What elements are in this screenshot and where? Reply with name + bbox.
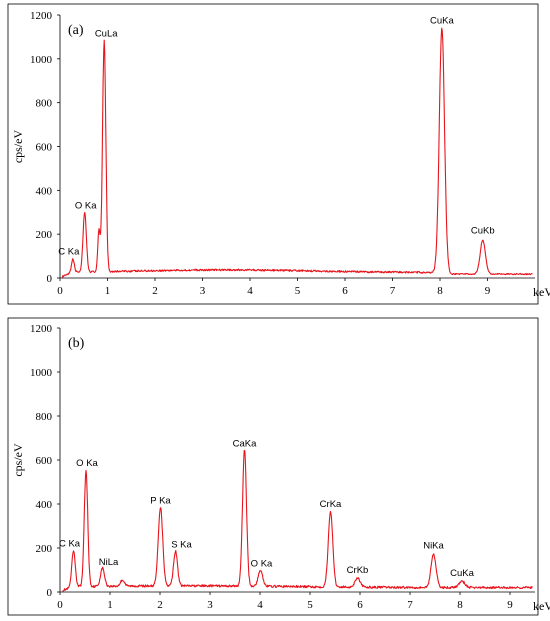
- peak-label: O Ka: [75, 201, 97, 212]
- x-tick-label: 4: [247, 285, 253, 297]
- y-tick-label: 600: [36, 455, 53, 467]
- x-tick-label: 5: [307, 599, 313, 611]
- x-tick-label: 3: [207, 599, 213, 611]
- spectrum-line: [61, 27, 533, 278]
- peak-label: CuKa: [430, 15, 454, 26]
- peak-label: CuKa: [450, 568, 474, 579]
- y-tick-label: 800: [36, 411, 53, 423]
- panel-frame: [7, 3, 539, 305]
- peak-label: NiKa: [423, 541, 444, 552]
- peak-label: C Ka: [59, 539, 81, 550]
- peak-label: NiLa: [99, 557, 119, 568]
- peak-label: CrKa: [320, 499, 342, 510]
- spectrum-line: [62, 450, 533, 592]
- panel-label: (b): [68, 336, 85, 351]
- y-tick-label: 200: [36, 229, 53, 241]
- peak-label: CaKa: [233, 438, 257, 449]
- peak-label: O Ka: [251, 558, 273, 569]
- y-tick-label: 0: [47, 587, 53, 599]
- peak-label: CrKb: [347, 565, 369, 576]
- y-tick-label: 200: [36, 543, 53, 555]
- x-tick-label: 6: [357, 599, 363, 611]
- y-tick-label: 600: [36, 142, 53, 154]
- x-tick-label: 8: [457, 599, 463, 611]
- x-tick-label: 2: [157, 599, 163, 611]
- spectrum-panel-a: 0 200 400 600 800 1000 1200 0 1 2 3 4 5 6 7 8 9 keV cps/eV…: [7, 3, 550, 305]
- x-tick-label: 4: [257, 599, 263, 611]
- x-tick-label: 8: [437, 285, 443, 297]
- y-tick-label: 0: [47, 273, 53, 285]
- y-tick-label: 1000: [30, 367, 53, 379]
- x-tick-label: 1: [107, 599, 113, 611]
- peak-label: CuLa: [95, 28, 118, 39]
- x-tick-label: 7: [390, 285, 396, 297]
- panel-label: (a): [68, 23, 84, 38]
- x-tick-label: 9: [485, 285, 491, 297]
- x-tick-label: 5: [295, 285, 301, 297]
- x-tick-label: 6: [342, 285, 348, 297]
- y-tick-label: 1000: [30, 54, 53, 66]
- y-tick-label: 1200: [30, 10, 53, 22]
- y-tick-label: 800: [36, 98, 53, 110]
- peak-label: O Ka: [76, 458, 98, 469]
- x-tick-label: 7: [407, 599, 413, 611]
- x-axis-label: keV: [533, 285, 550, 299]
- peak-label: CuKb: [471, 226, 495, 237]
- x-tick-label: 2: [152, 285, 158, 297]
- x-tick-label: 1: [105, 285, 111, 297]
- y-tick-label: 400: [36, 185, 53, 197]
- x-tick-label: 3: [200, 285, 206, 297]
- peak-label: P Ka: [150, 496, 171, 507]
- y-axis-label: cps/eV: [11, 443, 25, 477]
- peak-label: S Ka: [171, 540, 192, 551]
- panel-frame: [7, 317, 539, 616]
- x-tick-label: 9: [507, 599, 513, 611]
- y-tick-label: 1200: [30, 323, 53, 335]
- y-axis-label: cps/eV: [11, 130, 25, 164]
- peak-label: C Ka: [58, 247, 80, 258]
- x-axis-label: keV: [533, 599, 550, 613]
- spectrum-panel-b: 0 200 400 600 800 1000 1200 0 1 2 3 4 5 6 7 8 9 keV cps/eV…: [7, 317, 550, 616]
- y-tick-label: 400: [36, 499, 53, 511]
- x-tick-label: 0: [57, 599, 63, 611]
- x-tick-label: 0: [57, 285, 63, 297]
